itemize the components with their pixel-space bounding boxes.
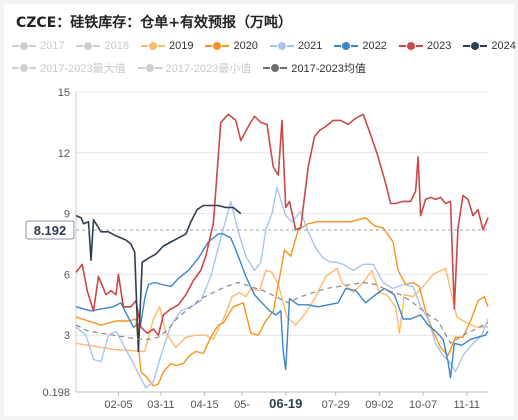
legend-label: 2017 bbox=[40, 40, 65, 52]
legend-label: 2017-2023最大值 bbox=[40, 63, 126, 75]
legend-row-1: 2017 2018 2019 2020 2021 2022 2023 2024 bbox=[12, 40, 518, 52]
legend-item-2017-2023最大值[interactable]: 2017-2023最大值 bbox=[12, 60, 126, 76]
legend-swatch bbox=[263, 63, 288, 73]
legend-swatch bbox=[463, 41, 488, 51]
legend-item-2019[interactable]: 2019 bbox=[140, 40, 194, 52]
legend-item-2018[interactable]: 2018 bbox=[76, 40, 129, 52]
legend-item-2023[interactable]: 2023 bbox=[398, 40, 452, 52]
legend-label: 2018 bbox=[104, 40, 129, 52]
legend-swatch bbox=[76, 41, 101, 51]
legend-item-2017-2023均值[interactable]: 2017-2023均值 bbox=[263, 60, 366, 76]
legend-swatch bbox=[137, 63, 162, 73]
legend-label: 2021 bbox=[297, 40, 323, 52]
legend-item-2024[interactable]: 2024 bbox=[463, 40, 516, 52]
legend-label: 2023 bbox=[426, 40, 452, 52]
legend-swatch bbox=[12, 63, 36, 73]
legend-label: 2017-2023均值 bbox=[291, 63, 366, 75]
legend-item-2022[interactable]: 2022 bbox=[334, 40, 387, 52]
legend-swatch bbox=[205, 41, 230, 51]
legend-item-2020[interactable]: 2020 bbox=[205, 40, 258, 52]
legend-row-2: 2017-2023最大值 2017-2023最小值 2017-2023均值 bbox=[12, 60, 378, 76]
legend-swatch bbox=[334, 41, 359, 51]
legend-label: 2019 bbox=[168, 40, 194, 52]
legend-item-2017-2023最小值[interactable]: 2017-2023最小值 bbox=[137, 60, 252, 76]
legend-swatch bbox=[398, 41, 423, 51]
legend-swatch bbox=[269, 41, 294, 51]
chart-title: CZCE：硅铁库存：仓单+有效预报（万吨） bbox=[16, 15, 292, 31]
legend-item-2021[interactable]: 2021 bbox=[269, 40, 323, 52]
legend-label: 2020 bbox=[233, 40, 258, 52]
legend-label: 2017-2023最小值 bbox=[165, 63, 252, 75]
legend-item-2017[interactable]: 2017 bbox=[12, 40, 64, 52]
legend-label: 2024 bbox=[491, 40, 516, 52]
legend-label: 2022 bbox=[362, 40, 387, 52]
legend-swatch bbox=[12, 41, 36, 51]
legend-swatch bbox=[140, 41, 165, 51]
